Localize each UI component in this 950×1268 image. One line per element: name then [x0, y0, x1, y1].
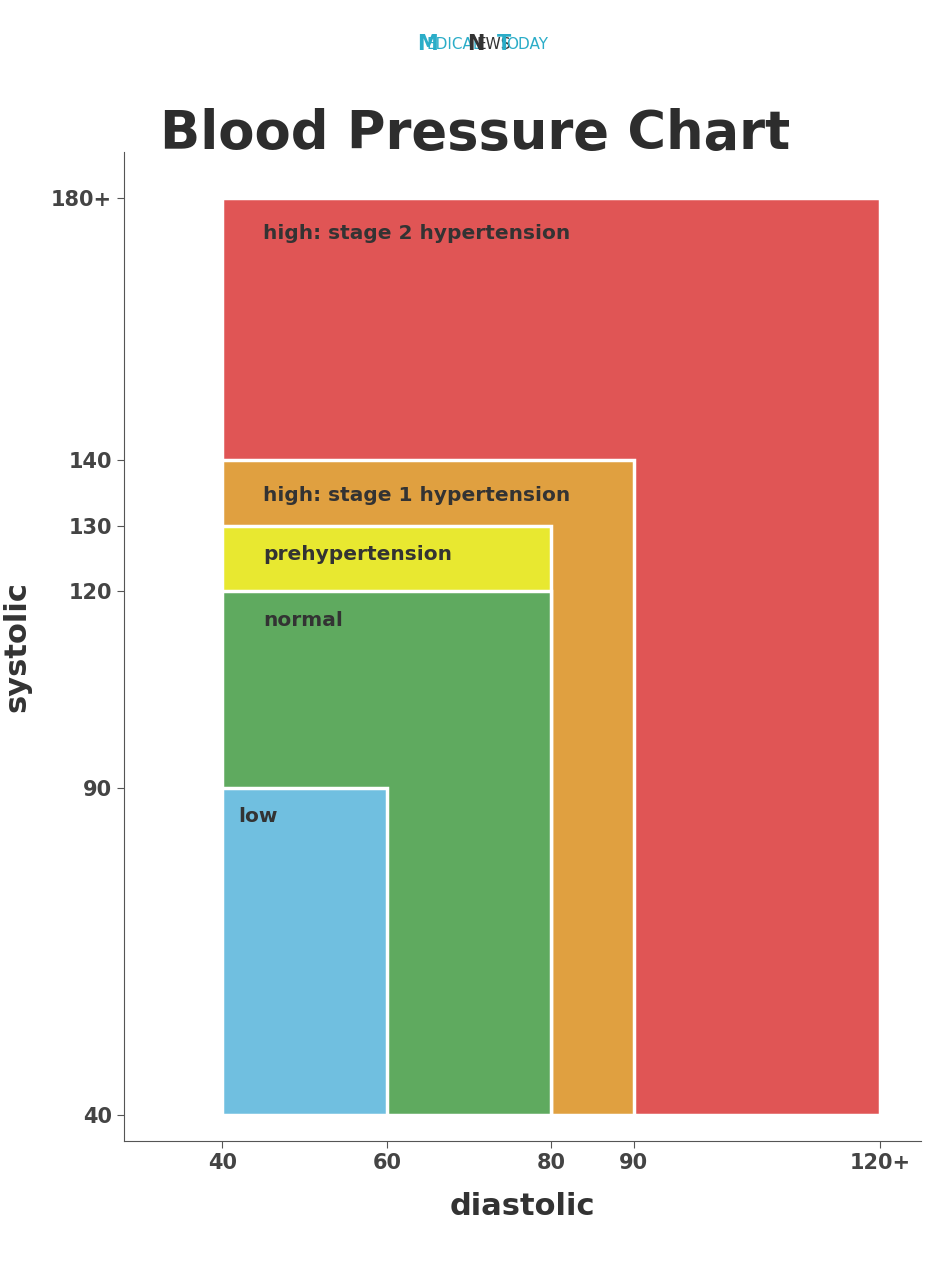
- X-axis label: diastolic: diastolic: [449, 1192, 596, 1221]
- Polygon shape: [222, 198, 881, 1115]
- Text: high: stage 2 hypertension: high: stage 2 hypertension: [263, 224, 571, 243]
- Text: EWS: EWS: [476, 37, 511, 52]
- Text: ODAY: ODAY: [505, 37, 548, 52]
- Polygon shape: [222, 591, 551, 1115]
- Polygon shape: [222, 460, 634, 1115]
- Text: prehypertension: prehypertension: [263, 545, 452, 564]
- Text: T: T: [497, 34, 511, 55]
- Polygon shape: [222, 525, 551, 1115]
- Text: low: low: [238, 808, 278, 827]
- Text: EDICAL: EDICAL: [427, 37, 482, 52]
- Text: normal: normal: [263, 611, 343, 630]
- Polygon shape: [222, 787, 387, 1115]
- Text: high: stage 1 hypertension: high: stage 1 hypertension: [263, 486, 571, 505]
- Y-axis label: systolic: systolic: [2, 581, 31, 713]
- Text: M: M: [417, 34, 438, 55]
- Text: Blood Pressure Chart: Blood Pressure Chart: [160, 108, 790, 160]
- Text: N: N: [467, 34, 484, 55]
